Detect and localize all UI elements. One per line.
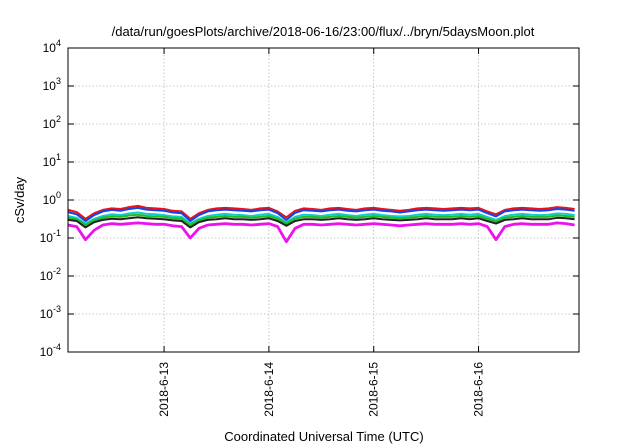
y-tick-label: 10-1 (40, 228, 61, 245)
chart-title: /data/run/goesPlots/archive/2018-06-16/2… (112, 24, 535, 39)
series-group (67, 204, 575, 244)
y-tick-label: 10-2 (40, 266, 61, 283)
y-tick-label: 102 (43, 114, 61, 131)
series-line-5 (67, 216, 575, 229)
y-tick-label: 100 (43, 190, 61, 207)
x-tick-label: 2018-6-16 (472, 362, 486, 417)
series-line-2 (67, 206, 575, 222)
x-axis-label: Coordinated Universal Time (UTC) (224, 429, 423, 444)
y-tick-label: 101 (43, 152, 61, 169)
grid-lines (68, 48, 579, 352)
y-axis-ticks: 104 103 102 101 100 10-1 10-2 10-3 10-4 (40, 38, 579, 359)
x-tick-label: 2018-6-14 (262, 362, 276, 417)
series-line-3 (67, 211, 575, 225)
series-line-4 (67, 213, 575, 226)
x-tick-label: 2018-6-13 (157, 362, 171, 417)
y-tick-label: 104 (43, 38, 61, 55)
x-tick-label: 2018-6-15 (367, 362, 381, 417)
y-tick-label: 103 (43, 76, 61, 93)
y-tick-label: 10-4 (40, 342, 61, 359)
y-axis-label: cSv/day (12, 176, 27, 223)
series-line-6 (67, 221, 575, 244)
y-tick-label: 10-3 (40, 304, 61, 321)
x-axis-ticks: 2018-6-13 2018-6-14 2018-6-15 2018-6-16 (157, 48, 486, 417)
series-line-1 (67, 204, 575, 220)
